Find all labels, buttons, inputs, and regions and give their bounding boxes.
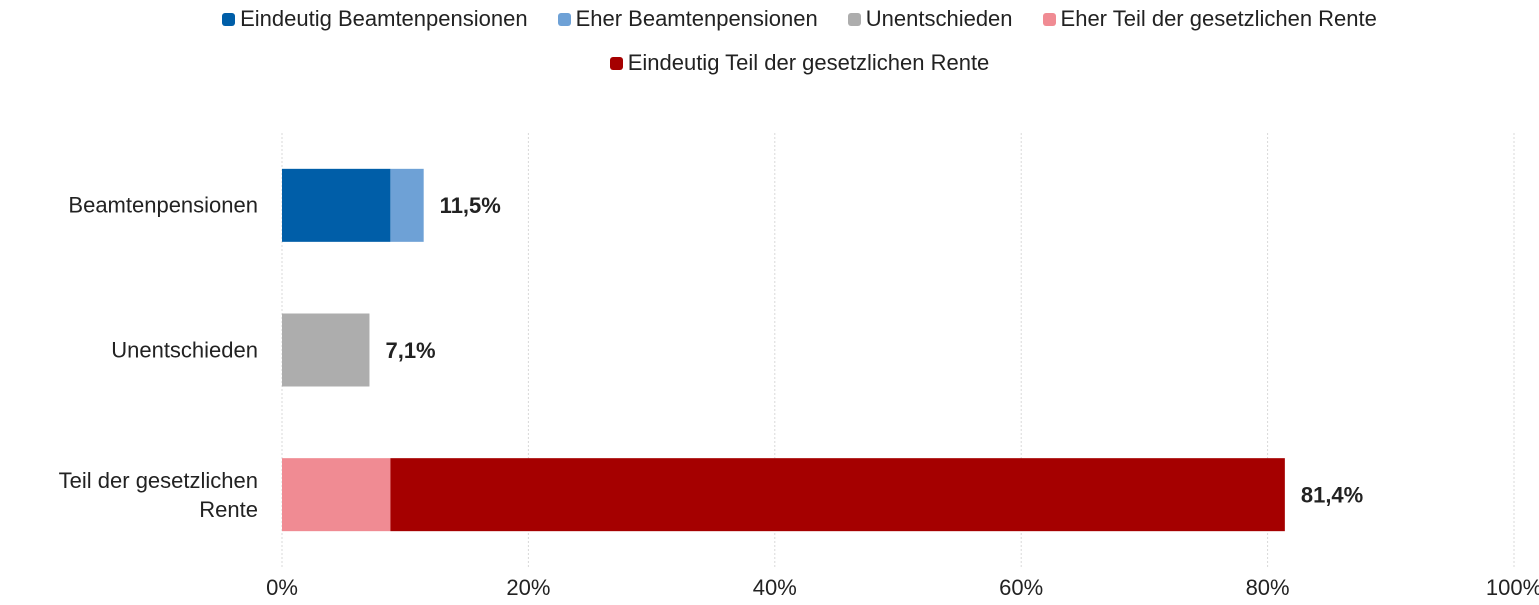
legend-label: Unentschieden xyxy=(865,6,1013,31)
legend-label: Eindeutig Teil der gesetzlichen Rente xyxy=(627,50,990,75)
legend: Eindeutig Beamtenpensionen Eher Beamtenpe… xyxy=(60,4,1539,78)
legend-swatch xyxy=(1042,12,1056,26)
legend-label: Eher Teil der gesetzlichen Rente xyxy=(1060,6,1377,31)
total-label: 81,4% xyxy=(1301,482,1363,507)
legend-item: Eindeutig Teil der gesetzlichen Rente xyxy=(609,48,990,78)
legend-swatch xyxy=(847,12,861,26)
category-label: Teil der gesetzlichen Rente xyxy=(58,467,258,522)
category-label: Unentschieden xyxy=(111,337,258,363)
total-label: 7,1% xyxy=(385,338,435,363)
legend-item: Unentschieden xyxy=(847,4,1013,34)
bar-segment xyxy=(282,458,391,532)
bar-segment xyxy=(390,458,1285,532)
bar-segment xyxy=(282,168,391,242)
total-label: 11,5% xyxy=(440,193,501,218)
category-label: Beamtenpensionen xyxy=(68,192,258,218)
x-tick-label: 80% xyxy=(1246,575,1290,600)
x-tick-label: 40% xyxy=(753,575,797,600)
bar-segment xyxy=(282,313,370,387)
legend-swatch xyxy=(609,56,623,70)
legend-swatch xyxy=(557,12,571,26)
x-tick-label: 100% xyxy=(1486,575,1539,600)
legend-item: Eher Teil der gesetzlichen Rente xyxy=(1042,4,1377,34)
x-tick-label: 20% xyxy=(506,575,550,600)
legend-swatch xyxy=(222,12,236,26)
legend-item: Eindeutig Beamtenpensionen xyxy=(222,4,528,34)
legend-label: Eindeutig Beamtenpensionen xyxy=(240,6,528,31)
x-tick-label: 0% xyxy=(266,575,298,600)
legend-label: Eher Beamtenpensionen xyxy=(575,6,818,31)
x-tick-label: 60% xyxy=(999,575,1043,600)
bar-segment xyxy=(390,168,424,242)
legend-item: Eher Beamtenpensionen xyxy=(557,4,818,34)
